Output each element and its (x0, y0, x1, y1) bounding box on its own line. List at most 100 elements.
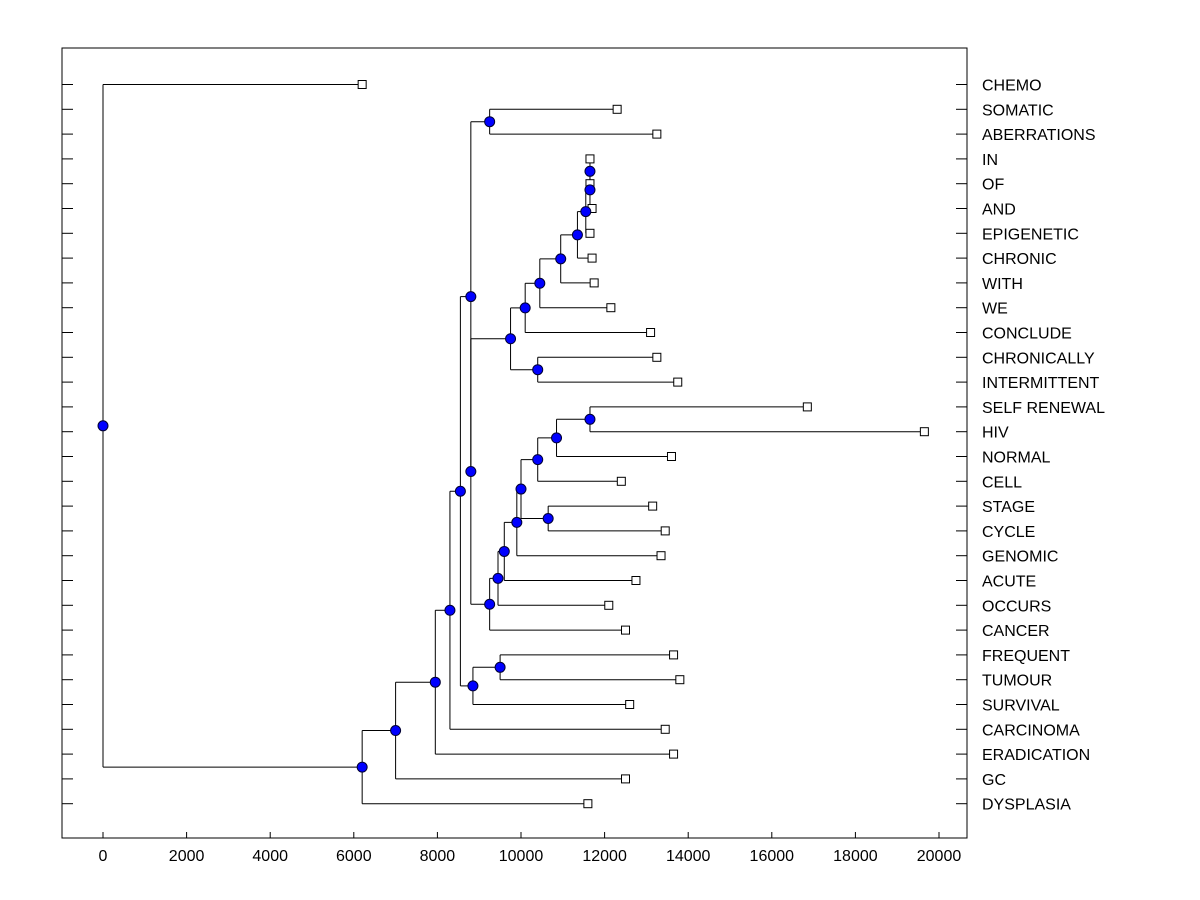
leaf-marker (616, 476, 626, 486)
leaf-marker (621, 625, 630, 635)
leaf-marker (648, 501, 658, 511)
merge-node (498, 545, 510, 557)
leaf-label: GC (982, 772, 1006, 789)
leaf-marker (669, 650, 679, 660)
leaf-marker (604, 600, 614, 610)
leaf-marker (589, 278, 599, 288)
leaf-marker (587, 253, 597, 263)
merge-node (542, 513, 554, 524)
merge-node (551, 432, 563, 444)
leaf-marker (652, 352, 662, 362)
x-tick-label: 18000 (833, 848, 878, 865)
merge-node (580, 206, 592, 218)
merge-node (390, 725, 402, 737)
merge-nodes (97, 116, 596, 773)
leaf-label: NORMAL (982, 450, 1051, 467)
leaf-marker (666, 452, 676, 461)
merge-node (467, 680, 479, 692)
leaf-label: CYCLE (982, 524, 1035, 541)
merge-node (492, 572, 504, 584)
x-tick-label: 8000 (420, 848, 456, 865)
merge-node (511, 516, 523, 528)
merge-node (494, 661, 506, 673)
merge-node (97, 420, 109, 432)
leaf-label: GENOMIC (982, 549, 1058, 566)
leaf-marker (612, 104, 622, 114)
merge-node (584, 165, 596, 177)
merge-node (444, 604, 456, 616)
leaf-marker (673, 377, 683, 387)
leaf-label: OCCURS (982, 598, 1051, 615)
axis-ticks: 0 2000 4000 6000 8000 10000 12000 14000 16000 180… (62, 84, 967, 865)
leaf-labels: CHEMO SOMATIC ABERRATIONS IN OF AND EPIGENETIC… (982, 78, 1105, 814)
leaf-label: SOMATIC (982, 102, 1054, 119)
merge-node (484, 116, 496, 128)
leaf-label: IN (982, 152, 998, 169)
leaf-marker (919, 427, 929, 437)
leaf-marker (652, 129, 662, 139)
leaf-label: TUMOUR (982, 673, 1052, 690)
leaf-markers (357, 80, 929, 809)
leaf-label: SURVIVAL (982, 698, 1060, 715)
leaf-marker (802, 402, 812, 412)
merge-node (484, 598, 496, 610)
leaf-label: DYSPLASIA (982, 797, 1071, 814)
leaf-marker (660, 526, 670, 536)
x-tick-label: 20000 (917, 848, 962, 865)
leaf-label: ACUTE (982, 574, 1036, 591)
merge-node (465, 466, 477, 478)
leaf-label: CHEMO (982, 78, 1042, 95)
leaf-marker (625, 700, 635, 709)
merge-node (584, 184, 596, 196)
x-tick-label: 2000 (169, 848, 205, 865)
leaf-marker (646, 328, 656, 337)
x-tick-label: 4000 (252, 848, 288, 865)
merge-node (454, 485, 466, 497)
merge-node (571, 229, 583, 241)
dendrogram-links (102, 84, 925, 805)
merge-node (555, 253, 567, 265)
leaf-label: ERADICATION (982, 747, 1090, 764)
leaf-label: SELF RENEWAL (982, 400, 1105, 417)
leaf-label: OF (982, 177, 1004, 194)
leaf-marker (631, 576, 641, 585)
leaf-marker (585, 154, 595, 164)
leaf-marker (357, 80, 367, 89)
leaf-marker (585, 228, 595, 238)
x-tick-label: 16000 (750, 848, 795, 865)
x-tick-label: 14000 (666, 848, 711, 865)
leaf-label: CONCLUDE (982, 326, 1072, 343)
leaf-marker (621, 774, 630, 784)
x-tick-label: 6000 (336, 848, 372, 865)
leaf-label: WITH (982, 276, 1023, 293)
merge-node (584, 413, 596, 425)
leaf-label: CELL (982, 474, 1022, 491)
plot-area-frame (61, 47, 968, 839)
leaf-label: CANCER (982, 623, 1050, 640)
merge-node (534, 277, 546, 289)
merge-node (532, 364, 544, 376)
leaf-label: STAGE (982, 499, 1035, 516)
leaf-marker (656, 551, 666, 561)
merge-node (429, 676, 441, 688)
x-tick-label: 12000 (582, 848, 627, 865)
leaf-label: CARCINOMA (982, 722, 1080, 739)
leaf-marker (669, 749, 679, 759)
leaf-marker (660, 724, 670, 734)
leaf-marker (583, 799, 593, 809)
leaf-label: AND (982, 202, 1016, 219)
leaf-label: FREQUENT (982, 648, 1070, 665)
x-tick-label: 10000 (499, 848, 544, 865)
leaf-label: INTERMITTENT (982, 375, 1100, 392)
leaf-label: HIV (982, 425, 1009, 442)
merge-node (532, 454, 544, 466)
merge-node (505, 333, 517, 345)
merge-node (465, 291, 477, 303)
leaf-label: EPIGENETIC (982, 226, 1079, 243)
leaf-label: CHRONIC (982, 251, 1057, 268)
leaf-marker (675, 675, 685, 685)
merge-node (356, 761, 368, 773)
merge-node (519, 302, 531, 314)
x-tick-label: 0 (99, 848, 108, 865)
